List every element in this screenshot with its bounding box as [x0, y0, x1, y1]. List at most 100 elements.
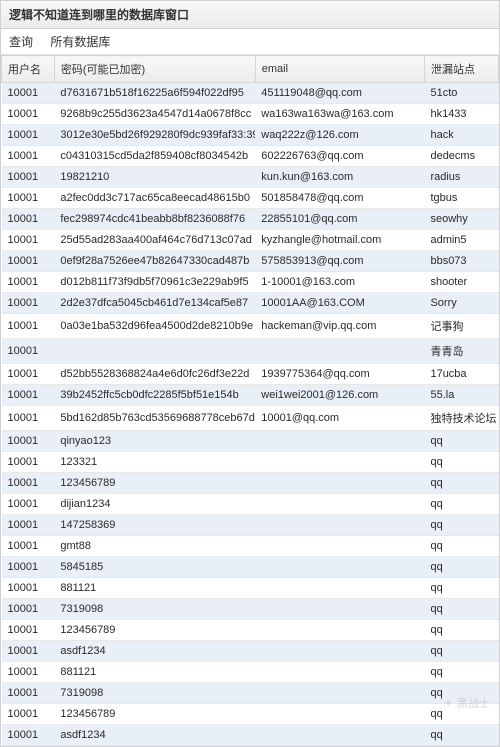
table-row[interactable]: 10001123321qq	[2, 452, 499, 473]
table-row[interactable]: 10001123456789qq	[2, 620, 499, 641]
cell-username: 10001	[2, 578, 55, 599]
window-title-bar: 逻辑不知道连到哪里的数据库窗口	[1, 1, 499, 29]
cell-password: 881121	[54, 662, 255, 683]
table-row[interactable]: 10001147258369qq	[2, 515, 499, 536]
cell-username: 10001	[2, 209, 55, 230]
cell-username: 10001	[2, 167, 55, 188]
cell-password: asdf1234	[54, 641, 255, 662]
cell-password: 7319098	[54, 599, 255, 620]
table-row[interactable]: 100015bd162d85b763cd53569688778ceb67d100…	[2, 406, 499, 431]
cell-username: 10001	[2, 515, 55, 536]
cell-email: 575853913@qq.com	[255, 251, 424, 272]
col-header-site[interactable]: 泄漏站点	[424, 56, 498, 83]
menu-all-databases[interactable]: 所有数据库	[50, 33, 110, 50]
cell-email	[255, 515, 424, 536]
window-title: 逻辑不知道连到哪里的数据库窗口	[9, 8, 189, 22]
cell-password: 7319098	[54, 683, 255, 704]
table-row[interactable]: 100015845185qq	[2, 557, 499, 578]
table-row[interactable]: 100010ef9f28a7526ee47b82647330cad487b575…	[2, 251, 499, 272]
cell-username: 10001	[2, 125, 55, 146]
cell-site: qq	[424, 452, 498, 473]
table-row[interactable]: 10001asdf1234 qq	[2, 641, 499, 662]
cell-site: admin5	[424, 230, 498, 251]
table-row[interactable]: 10001fec298974cdc41beabb8bf8236088f76228…	[2, 209, 499, 230]
table-row[interactable]: 10001青青岛	[2, 339, 499, 364]
col-header-password[interactable]: 密码(可能已加密)	[54, 56, 255, 83]
cell-email: 1939775364@qq.com	[255, 364, 424, 385]
cell-email: 10001AA@163.COM	[255, 293, 424, 314]
table-row[interactable]: 1000125d55ad283aa400af464c76d713c07adkyz…	[2, 230, 499, 251]
cell-username: 10001	[2, 188, 55, 209]
table-row[interactable]: 10001qinyao123qq	[2, 431, 499, 452]
cell-site: qq	[424, 494, 498, 515]
cell-username: 10001	[2, 146, 55, 167]
cell-email	[255, 641, 424, 662]
cell-password: d52bb5528368824a4e6d0fc26df3e22d	[54, 364, 255, 385]
cell-password: c04310315cd5da2f859408cf8034542b	[54, 146, 255, 167]
cell-password: 19821210	[54, 167, 255, 188]
cell-password: 5bd162d85b763cd53569688778ceb67d	[54, 406, 255, 431]
cell-site: shooter	[424, 272, 498, 293]
cell-username: 10001	[2, 406, 55, 431]
cell-email	[255, 452, 424, 473]
table-row[interactable]: 10001881121qq	[2, 662, 499, 683]
cell-site: qq	[424, 641, 498, 662]
col-header-email[interactable]: email	[255, 56, 424, 83]
cell-email: 501858478@qq.com	[255, 188, 424, 209]
cell-password: a2fec0dd3c717ac65ca8eecad48615b0	[54, 188, 255, 209]
table-row[interactable]: 10001asdf1234qq	[2, 725, 499, 746]
table-row[interactable]: 100012d2e37dfca5045cb461d7e134caf5e87100…	[2, 293, 499, 314]
cell-email: wa163wa163wa@163.com	[255, 104, 424, 125]
table-row[interactable]: 10001dijian1234qq	[2, 494, 499, 515]
cell-password: qinyao123	[54, 431, 255, 452]
table-row[interactable]: 1000119821210kun.kun@163.comradius	[2, 167, 499, 188]
cell-username: 10001	[2, 293, 55, 314]
cell-email: kyzhangle@hotmail.com	[255, 230, 424, 251]
cell-site: hack	[424, 125, 498, 146]
cell-site: qq	[424, 578, 498, 599]
cell-email: 10001@qq.com	[255, 406, 424, 431]
table-row[interactable]: 100019268b9c255d3623a4547d14a0678f8ccwa1…	[2, 104, 499, 125]
cell-site: qq	[424, 704, 498, 725]
col-header-username[interactable]: 用户名	[2, 56, 55, 83]
cell-username: 10001	[2, 704, 55, 725]
table-row[interactable]: 10001a2fec0dd3c717ac65ca8eecad48615b0501…	[2, 188, 499, 209]
table-row[interactable]: 10001123456789qq	[2, 473, 499, 494]
cell-password: 9268b9c255d3623a4547d14a0678f8cc	[54, 104, 255, 125]
table-row[interactable]: 10001123456789qq	[2, 704, 499, 725]
table-row[interactable]: 100017319098qq	[2, 599, 499, 620]
table-row[interactable]: 10001d012b811f73f9db5f70961c3e229ab9f51-…	[2, 272, 499, 293]
table-row[interactable]: 10001d52bb5528368824a4e6d0fc26df3e22d193…	[2, 364, 499, 385]
table-row[interactable]: 100010a03e1ba532d96fea4500d2de8210b9ehac…	[2, 314, 499, 339]
cell-password: 123456789	[54, 620, 255, 641]
cell-email	[255, 683, 424, 704]
cell-username: 10001	[2, 725, 55, 746]
cell-username: 10001	[2, 251, 55, 272]
table-row[interactable]: 1000139b2452ffc5cb0dfc2285f5bf51e154bwei…	[2, 385, 499, 406]
cell-username: 10001	[2, 314, 55, 339]
cell-password: dijian1234	[54, 494, 255, 515]
cell-username: 10001	[2, 473, 55, 494]
cell-username: 10001	[2, 536, 55, 557]
cell-email: waq222z@126.com	[255, 125, 424, 146]
cell-site: qq	[424, 515, 498, 536]
cell-email	[255, 620, 424, 641]
table-row[interactable]: 10001c04310315cd5da2f859408cf8034542b602…	[2, 146, 499, 167]
cell-username: 10001	[2, 364, 55, 385]
table-row[interactable]: 100017319098qq	[2, 683, 499, 704]
table-row[interactable]: 10001d7631671b518f16225a6f594f022df95451…	[2, 83, 499, 104]
cell-email	[255, 557, 424, 578]
cell-username: 10001	[2, 641, 55, 662]
menu-query[interactable]: 查询	[9, 33, 33, 50]
cell-password: asdf1234	[54, 725, 255, 746]
cell-site: tgbus	[424, 188, 498, 209]
cell-email	[255, 578, 424, 599]
table-row[interactable]: 100013012e30e5bd26f929280f9dc939faf33:39…	[2, 125, 499, 146]
table-row[interactable]: 10001gmt88qq	[2, 536, 499, 557]
table-row[interactable]: 10001881121qq	[2, 578, 499, 599]
cell-site: 记事狗	[424, 314, 498, 339]
cell-site: qq	[424, 557, 498, 578]
cell-site: 17ucba	[424, 364, 498, 385]
cell-password: 0ef9f28a7526ee47b82647330cad487b	[54, 251, 255, 272]
cell-password: gmt88	[54, 536, 255, 557]
